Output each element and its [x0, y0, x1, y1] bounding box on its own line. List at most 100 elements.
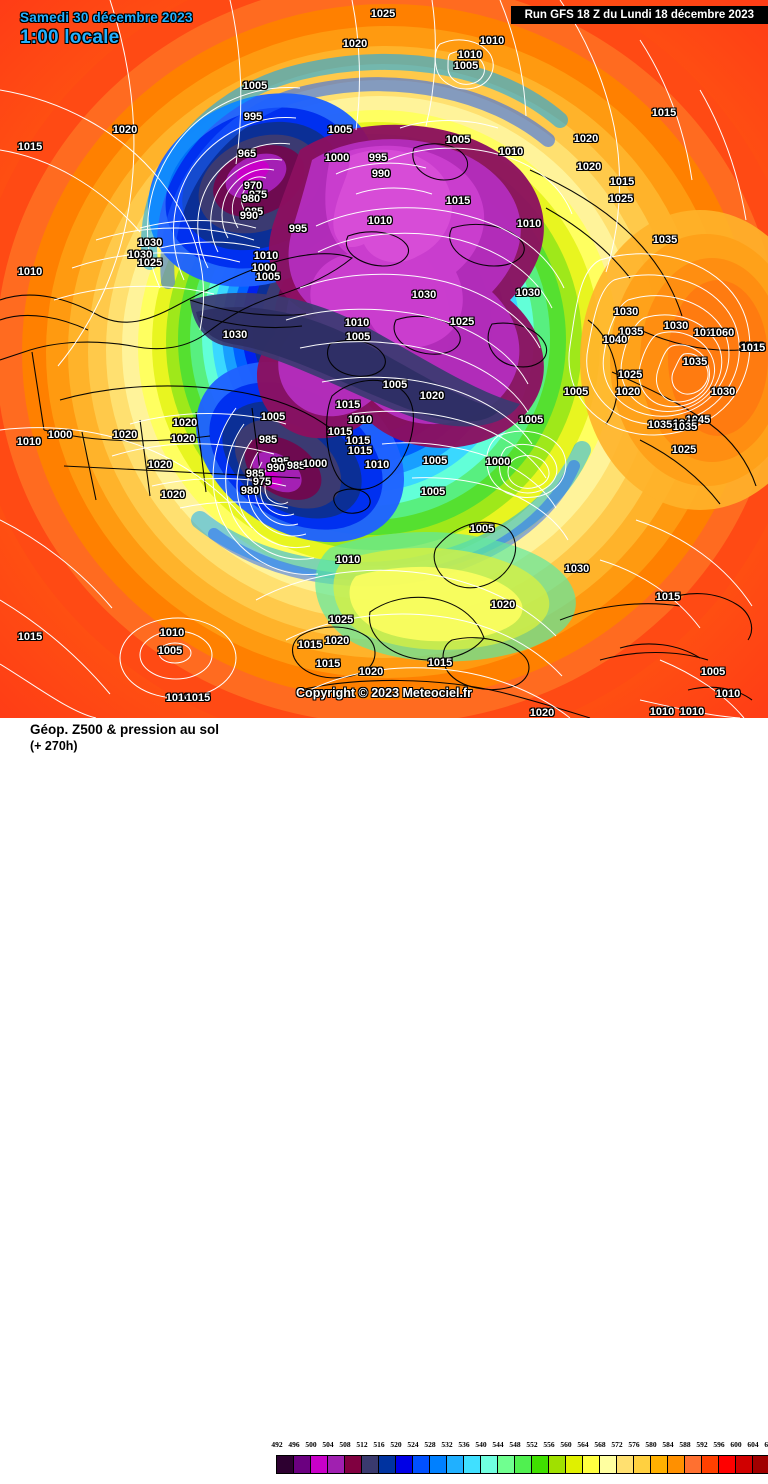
colorbar-tick-label: 504 — [322, 1440, 334, 1449]
isobar-value-label: 1005 — [445, 134, 471, 146]
isobar-value-label: 1010 — [165, 692, 191, 704]
isobar-value-label: 1035 — [682, 356, 708, 368]
isobar-value-label: 1010 — [516, 218, 542, 230]
colorbar-swatch — [430, 1456, 447, 1473]
colorbar-tick-label: 580 — [645, 1440, 657, 1449]
colorbar-swatches — [276, 1455, 768, 1474]
isobar-value-label: 1015 — [17, 141, 43, 153]
isobar-value-label: 1015 — [327, 426, 353, 438]
isobar-value-label: 1030 — [564, 563, 590, 575]
isobar-value-label: 1025 — [370, 8, 396, 20]
colorbar-swatch — [702, 1456, 719, 1473]
isobar-value-label: 1045 — [685, 414, 711, 426]
colorbar: 492 496 500 504 508 512 516 520 524 528 532 536 540 5… — [271, 1440, 768, 1484]
isobar-value-label: 995 — [270, 456, 290, 468]
colorbar-tick-label: 492 — [271, 1440, 283, 1449]
isobar-value-label: 1020 — [160, 489, 186, 501]
colorbar-tick-label: 540 — [475, 1440, 487, 1449]
isobar-value-label: 1030 — [127, 249, 153, 261]
isobar-value-label: 1000 — [251, 262, 277, 274]
isobar-value-label: 980 — [241, 193, 261, 205]
isobar-value-label: 1020 — [112, 429, 138, 441]
colorbar-tick-label: 520 — [390, 1440, 402, 1449]
map-footer: Géop. Z500 & pression au sol (+ 270h) 49… — [0, 718, 768, 1474]
isobar-value-label: 1010 — [16, 436, 42, 448]
isobar-value-label: 1025 — [671, 444, 697, 456]
isobar-value-label: 1005 — [422, 455, 448, 467]
colorbar-tick-label: 576 — [628, 1440, 640, 1449]
isobar-value-label: 1035 — [672, 421, 698, 433]
isobar-value-label: 985 — [258, 434, 278, 446]
colorbar-swatch — [634, 1456, 651, 1473]
valid-hour-label: 1:00 locale — [20, 27, 120, 48]
isobar-value-label: 1005 — [260, 411, 286, 423]
isobar-value-label: 1035 — [652, 234, 678, 246]
colorbar-swatch — [447, 1456, 464, 1473]
colorbar-swatch — [464, 1456, 481, 1473]
isobar-value-label: 1000 — [302, 458, 328, 470]
valid-date-label: Samedi 30 décembre 2023 — [20, 10, 193, 25]
colorbar-tick-label: 544 — [492, 1440, 504, 1449]
isobar-value-label: 970 — [243, 180, 263, 192]
isobar-value-label: 1015 — [315, 658, 341, 670]
isobar-value-label: 1015 — [740, 342, 766, 354]
isobar-value-label: 965 — [237, 148, 257, 160]
isobar-value-label: 1010 — [457, 49, 483, 61]
isobar-value-label: 1010 — [159, 627, 185, 639]
colorbar-swatch — [753, 1456, 768, 1473]
isobar-value-label: 1015 — [445, 195, 471, 207]
colorbar-swatch — [311, 1456, 328, 1473]
colorbar-tick-label: 508 — [339, 1440, 351, 1449]
colorbar-swatch — [277, 1456, 294, 1473]
isobar-value-label: 1030 — [710, 386, 736, 398]
isobar-value-label: 1005 — [327, 124, 353, 136]
isobar-value-label: 1010 — [498, 146, 524, 158]
isobar-value-label: 1010 — [347, 414, 373, 426]
colorbar-swatch — [345, 1456, 362, 1473]
model-run-label: Run GFS 18 Z du Lundi 18 décembre 2023 — [510, 6, 768, 24]
isobar-value-label: 995 — [368, 152, 388, 164]
isobar-value-label: 1015 — [347, 445, 373, 457]
isobar-value-label: 1015 — [427, 657, 453, 669]
isobar-value-label: 1020 — [172, 417, 198, 429]
colorbar-tick-label: 564 — [577, 1440, 589, 1449]
isobar-value-label: 1015 — [17, 631, 43, 643]
isobar-value-label: 1010 — [253, 250, 279, 262]
colorbar-tick-label: 500 — [305, 1440, 317, 1449]
isobar-value-label: 1035 — [618, 326, 644, 338]
colorbar-swatch — [532, 1456, 549, 1473]
isobar-value-label: 1000 — [485, 456, 511, 468]
copyright-label: Copyright © 2023 Meteociel.fr — [296, 686, 472, 700]
colorbar-tick-label: 568 — [594, 1440, 606, 1449]
colorbar-tick-label: 524 — [407, 1440, 419, 1449]
colorbar-tick-label: 596 — [713, 1440, 725, 1449]
colorbar-tick-label: 552 — [526, 1440, 538, 1449]
isobar-value-label: 1030 — [137, 237, 163, 249]
colorbar-tick-label: 512 — [356, 1440, 368, 1449]
isobar-value-label: 1015 — [655, 591, 681, 603]
isobar-value-label: 1020 — [419, 390, 445, 402]
colorbar-tick-label: 560 — [560, 1440, 572, 1449]
isobar-value-label: 980 — [240, 485, 260, 497]
isobar-value-label: 1015 — [185, 692, 211, 704]
isobar-value-label: 1000 — [47, 429, 73, 441]
isobar-value-label: 1010 — [649, 706, 675, 718]
isobar-value-label: 1005 — [255, 271, 281, 283]
isobar-value-label: 975 — [252, 476, 272, 488]
isobar-value-label: 1010 — [479, 35, 505, 47]
colorbar-swatch — [583, 1456, 600, 1473]
isobar-value-label: 990 — [266, 462, 286, 474]
isobar-value-label: 990 — [239, 210, 259, 222]
colorbar-swatch — [600, 1456, 617, 1473]
isobar-value-label: 985 — [245, 468, 265, 480]
colorbar-ticks: 492 496 500 504 508 512 516 520 524 528 532 536 540 5… — [271, 1440, 768, 1454]
forecast-hour-label: (+ 270h) — [30, 739, 78, 753]
weather-map-canvas[interactable]: Samedi 30 décembre 2023 1:00 locale Run … — [0, 0, 768, 718]
isobar-value-label: 1005 — [157, 645, 183, 657]
isobar-value-label: 1020 — [576, 161, 602, 173]
isobar-value-label: 1020 — [529, 707, 555, 718]
isobar-value-label: 1010 — [715, 688, 741, 700]
colorbar-tick-label: 584 — [662, 1440, 674, 1449]
isobar-value-label: 1015 — [345, 435, 371, 447]
isobar-value-label: 1005 — [469, 523, 495, 535]
